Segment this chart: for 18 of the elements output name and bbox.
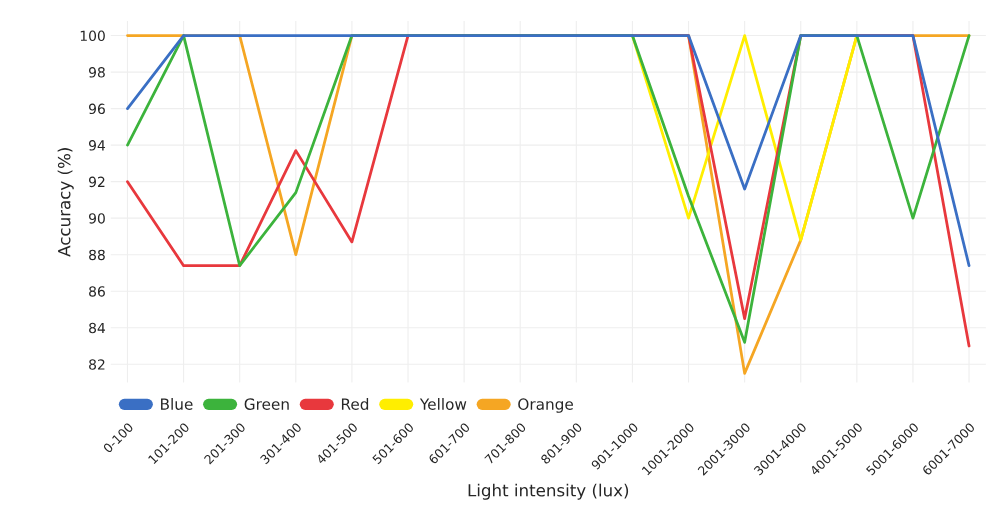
y-tick-label: 86 [89, 286, 105, 297]
y-axis-title: Accuracy (%) [57, 148, 74, 257]
y-tick-label: 92 [89, 176, 105, 188]
y-tick-label: 96 [89, 103, 105, 115]
y-tick-label: 98 [89, 67, 105, 78]
y-tick-label: 88 [89, 249, 105, 261]
y-tick-label: 84 [89, 322, 106, 334]
legend-label: Green [244, 398, 289, 410]
y-tick-label: 100 [80, 30, 105, 42]
legend-label: Red [341, 398, 369, 410]
legend-label: Blue [161, 398, 193, 410]
legend-label: Orange [518, 398, 573, 413]
legend-label: Yellow [419, 398, 467, 410]
y-tick-label: 82 [89, 359, 105, 370]
y-tick-label: 90 [89, 213, 105, 224]
line-series [126, 34, 971, 268]
x-axis-title: Light intensity (lux) [468, 483, 629, 500]
y-tick-label: 94 [89, 140, 106, 151]
